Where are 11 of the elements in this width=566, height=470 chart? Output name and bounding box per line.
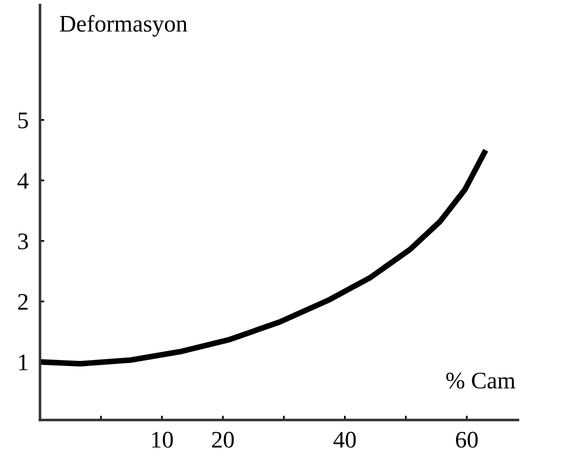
y-axis-title: Deformasyon	[60, 14, 188, 37]
x-tick-label: 60	[456, 432, 478, 448]
x-tick-label: 10	[152, 432, 173, 448]
x-tick-label: 20	[212, 432, 234, 448]
x-tick-label: 40	[334, 432, 356, 448]
y-tick-label: 5	[18, 112, 28, 128]
x-axis-title: % Cam	[446, 372, 516, 389]
y-tick-label: 3	[18, 233, 28, 250]
y-tick-label: 1	[19, 354, 28, 370]
y-tick-label: 2	[18, 294, 28, 310]
y-tick-label: 4	[18, 173, 29, 189]
